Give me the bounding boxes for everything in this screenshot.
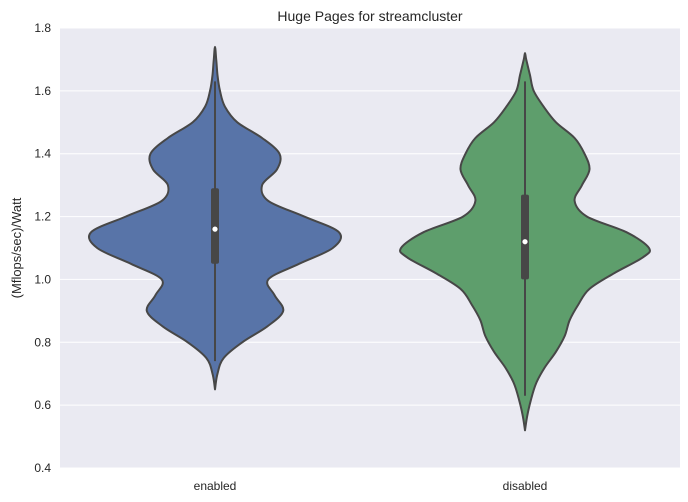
violin-median-enabled	[212, 226, 218, 232]
violin-iqr-box-disabled	[521, 194, 529, 280]
y-tick-label: 1.2	[34, 210, 51, 224]
violin-median-disabled	[522, 239, 528, 245]
y-tick-labels: 0.4 0.6 0.8 1.0 1.2 1.4 1.6 1.8	[34, 21, 51, 475]
x-tick-label: enabled	[194, 479, 237, 493]
y-tick-label: 0.6	[34, 398, 51, 412]
y-tick-label: 1.6	[34, 84, 51, 98]
x-tick-labels: enabled disabled	[194, 479, 548, 493]
violin-enabled	[88, 45, 342, 391]
y-tick-label: 0.4	[34, 461, 51, 475]
y-tick-label: 1.4	[34, 147, 51, 161]
x-tick-label: disabled	[503, 479, 548, 493]
violin-iqr-box-enabled	[211, 188, 219, 264]
chart-title: Huge Pages for streamcluster	[277, 8, 463, 24]
y-tick-label: 0.8	[34, 335, 51, 349]
violins	[88, 45, 651, 432]
violin-disabled	[399, 52, 651, 432]
y-tick-label: 1.8	[34, 21, 51, 35]
y-tick-label: 1.0	[34, 272, 51, 286]
y-axis-label: (Mflops/sec)/Watt	[9, 197, 24, 298]
